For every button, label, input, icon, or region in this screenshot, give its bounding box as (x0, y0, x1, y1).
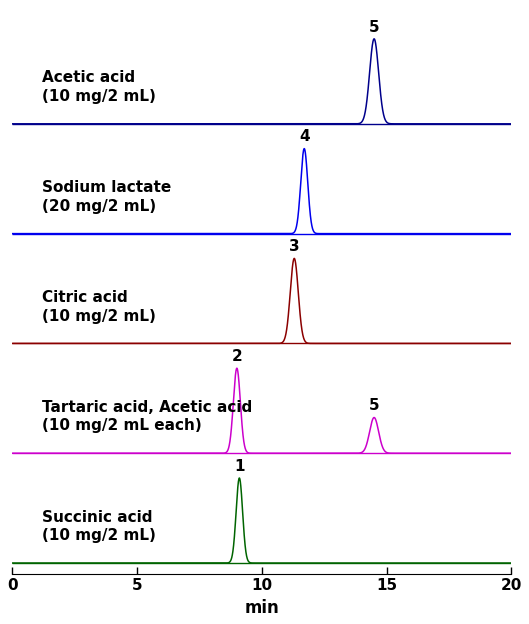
Text: 3: 3 (289, 239, 299, 254)
X-axis label: min: min (244, 599, 279, 617)
Text: 4: 4 (299, 129, 309, 144)
Text: 5: 5 (369, 398, 379, 413)
Text: Sodium lactate
(20 mg/2 mL): Sodium lactate (20 mg/2 mL) (42, 180, 171, 214)
Text: 1: 1 (234, 459, 244, 474)
Text: Tartaric acid, Acetic acid
(10 mg/2 mL each): Tartaric acid, Acetic acid (10 mg/2 mL e… (42, 400, 252, 434)
Text: 5: 5 (369, 19, 379, 34)
Text: Citric acid
(10 mg/2 mL): Citric acid (10 mg/2 mL) (42, 290, 156, 324)
Text: 2: 2 (232, 349, 242, 364)
Text: Acetic acid
(10 mg/2 mL): Acetic acid (10 mg/2 mL) (42, 71, 156, 104)
Text: Succinic acid
(10 mg/2 mL): Succinic acid (10 mg/2 mL) (42, 510, 156, 543)
